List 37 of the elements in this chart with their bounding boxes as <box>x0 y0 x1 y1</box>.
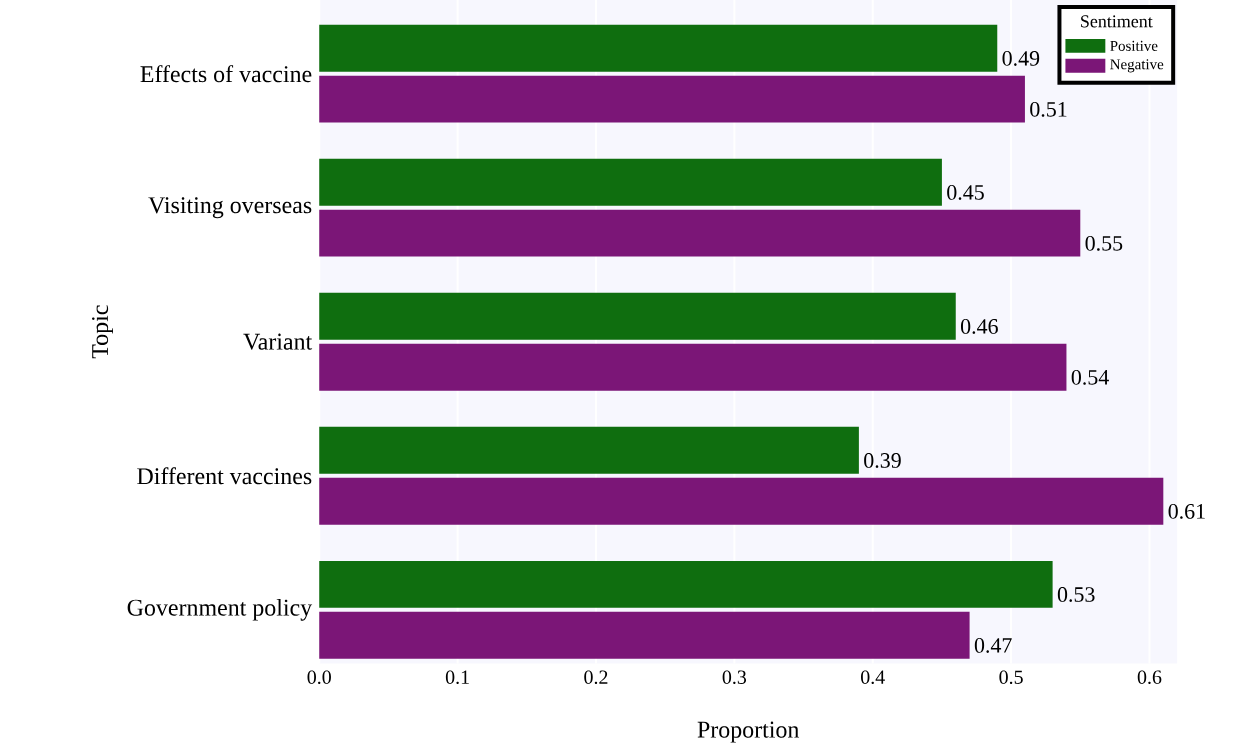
bar <box>319 560 1053 608</box>
x-tick-label: 0.1 <box>445 670 469 684</box>
bar <box>319 292 956 340</box>
y-tick-label: Effects of vaccine <box>140 65 312 83</box>
data-label: 0.47 <box>974 637 1012 653</box>
x-tick-label: 0.6 <box>1137 670 1162 684</box>
data-label: 0.46 <box>960 318 998 334</box>
data-label: 0.51 <box>1030 101 1067 117</box>
bar <box>319 158 942 206</box>
data-label: 0.45 <box>947 184 984 200</box>
data-label: 0.54 <box>1071 369 1109 385</box>
bar <box>319 426 859 474</box>
data-label: 0.61 <box>1168 503 1205 519</box>
x-tick-label: 0.5 <box>999 670 1023 684</box>
data-label: 0.53 <box>1057 586 1095 602</box>
bar <box>319 477 1164 525</box>
x-tick-label: 0.0 <box>307 670 331 684</box>
data-label: 0.49 <box>1002 50 1040 66</box>
legend-label: Negative <box>1110 59 1164 73</box>
bar <box>319 343 1067 391</box>
y-tick-label: Government policy <box>127 598 313 621</box>
y-tick-label: Visiting overseas <box>148 197 312 219</box>
x-tick-label: 0.4 <box>861 670 885 684</box>
x-axis-title: Proportion <box>697 721 800 743</box>
bar <box>319 611 970 659</box>
legend-label: Positive <box>1110 40 1158 51</box>
x-tick-label: 0.3 <box>722 670 747 684</box>
y-axis-title: Topic <box>92 305 113 359</box>
y-tick-label: Variant <box>243 333 313 350</box>
data-label: 0.39 <box>864 452 901 468</box>
bar <box>319 75 1025 123</box>
legend-title: Sentiment <box>1081 15 1153 28</box>
y-tick-label: Different vaccines <box>137 467 312 485</box>
bar <box>319 24 998 72</box>
bar <box>319 209 1081 257</box>
data-label: 0.55 <box>1085 235 1123 251</box>
x-tick-label: 0.2 <box>584 670 608 684</box>
